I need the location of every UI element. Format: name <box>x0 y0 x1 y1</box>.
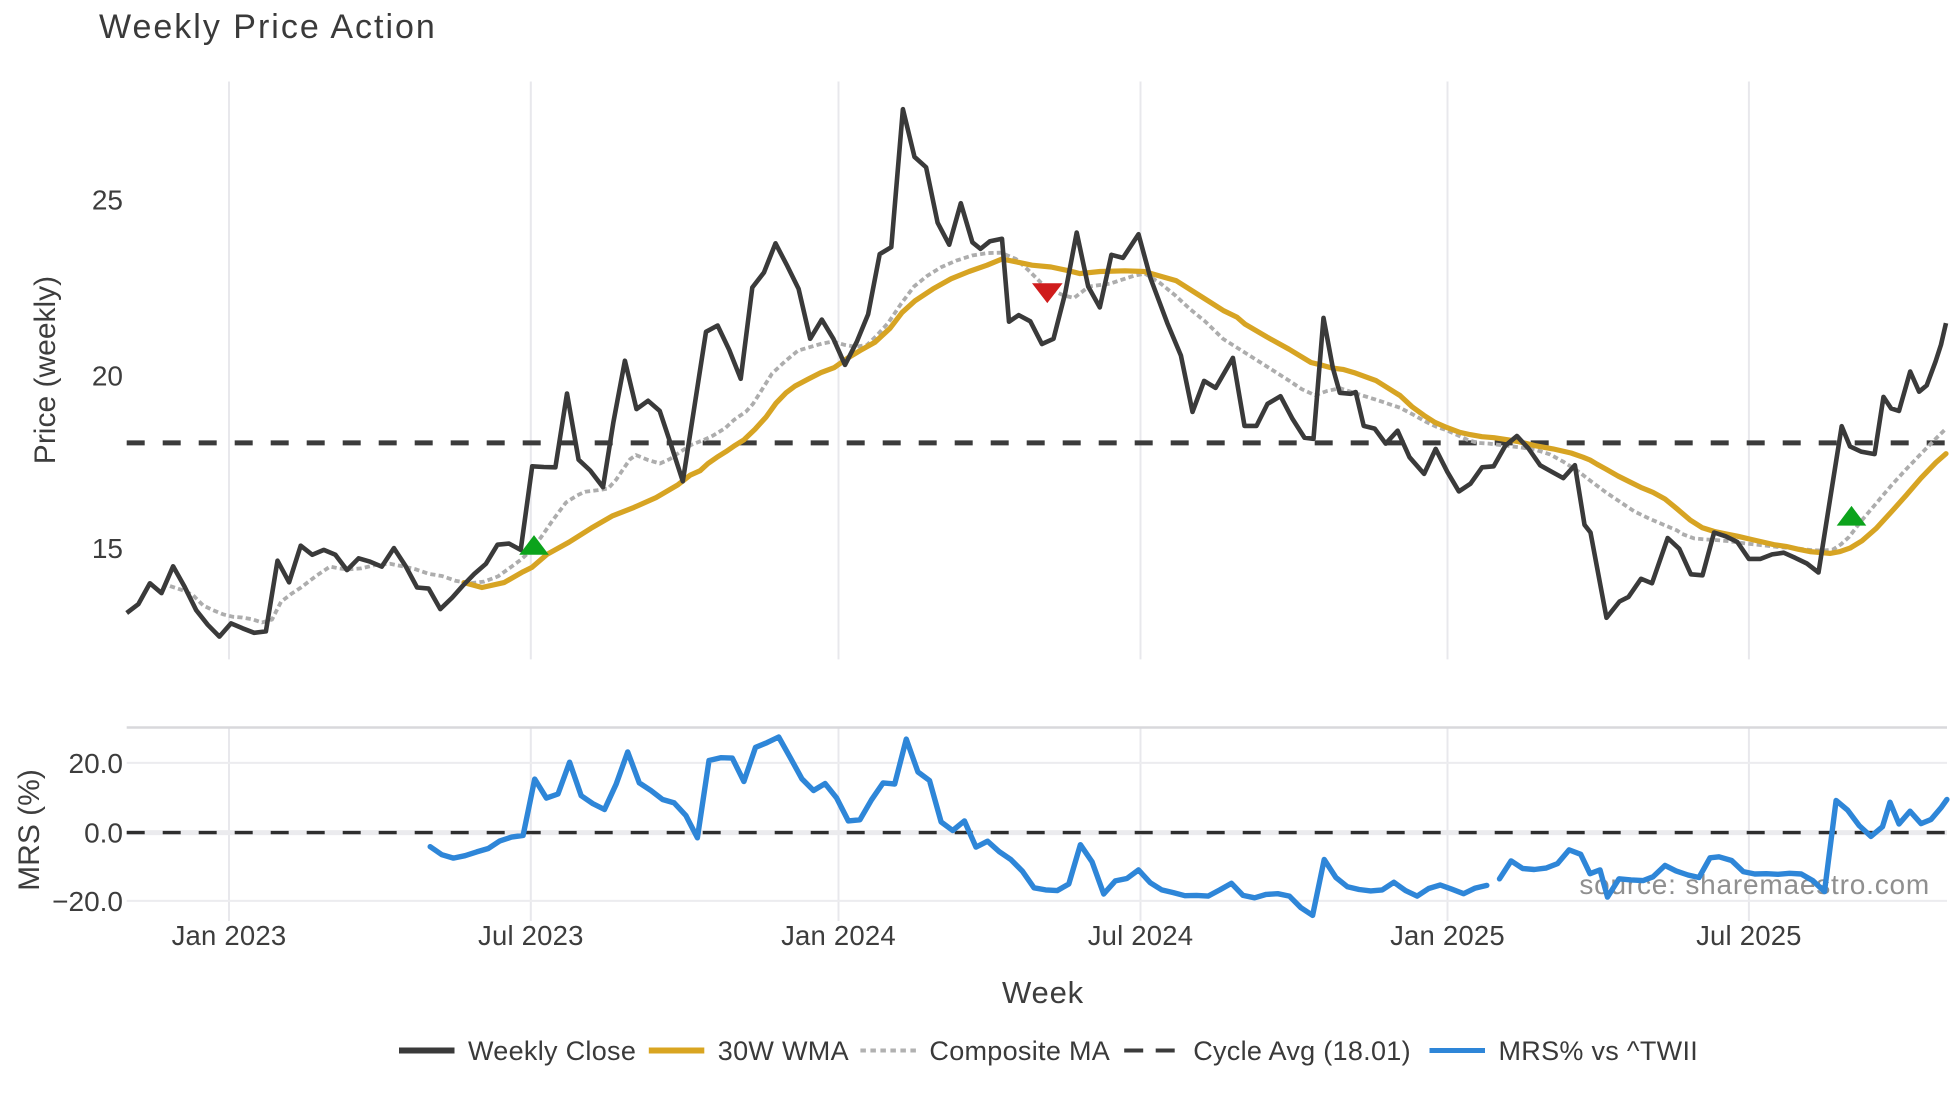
svg-text:Jan 2025: Jan 2025 <box>1390 920 1505 951</box>
svg-text:Week: Week <box>1002 975 1084 1010</box>
svg-text:Weekly Price Action: Weekly Price Action <box>99 8 437 46</box>
svg-text:Weekly Close: Weekly Close <box>468 1036 636 1066</box>
svg-text:0.0: 0.0 <box>84 818 123 849</box>
svg-text:MRS (%): MRS (%) <box>13 769 46 891</box>
svg-text:20.0: 20.0 <box>69 748 124 779</box>
svg-text:30W WMA: 30W WMA <box>718 1036 849 1066</box>
svg-text:Cycle Avg (18.01): Cycle Avg (18.01) <box>1193 1036 1411 1066</box>
svg-text:15: 15 <box>92 533 123 564</box>
svg-text:25: 25 <box>92 184 123 215</box>
svg-text:20: 20 <box>92 360 123 391</box>
svg-text:Composite MA: Composite MA <box>929 1036 1110 1066</box>
svg-text:MRS% vs ^TWII: MRS% vs ^TWII <box>1499 1036 1699 1066</box>
svg-text:Jul 2023: Jul 2023 <box>478 920 584 951</box>
svg-text:Price (weekly): Price (weekly) <box>29 276 62 464</box>
svg-text:−20.0: −20.0 <box>52 886 123 917</box>
svg-text:Jul 2024: Jul 2024 <box>1088 920 1194 951</box>
svg-text:Jul 2025: Jul 2025 <box>1696 920 1802 951</box>
svg-text:Jan 2024: Jan 2024 <box>781 920 896 951</box>
svg-text:Jan 2023: Jan 2023 <box>172 920 287 951</box>
